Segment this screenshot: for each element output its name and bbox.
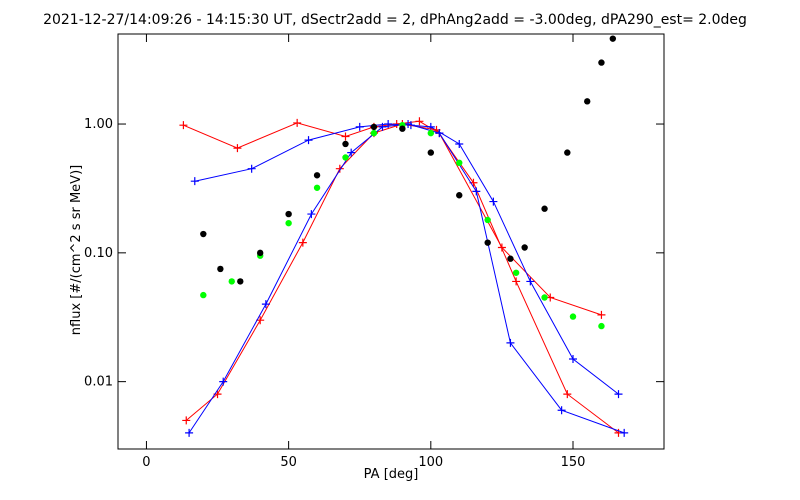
- x-tick-label: 50: [280, 455, 297, 470]
- data-point: [598, 59, 605, 66]
- data-point: [293, 118, 302, 127]
- x-tick-label: 100: [418, 455, 443, 470]
- data-point: [399, 125, 406, 132]
- data-point: [228, 278, 235, 285]
- series-line: [183, 120, 602, 316]
- data-point: [256, 249, 264, 257]
- data-point: [313, 184, 321, 191]
- x-tick-label: 0: [142, 455, 150, 470]
- data-point: [526, 277, 535, 286]
- data-point: [285, 219, 292, 227]
- data-point: [455, 139, 464, 148]
- data-point: [472, 187, 481, 196]
- data-point: [342, 154, 349, 161]
- data-point: [219, 377, 228, 386]
- chart-title: 2021-12-27/14:09:26 - 14:15:30 UT, dSect…: [43, 12, 747, 28]
- data-point: [341, 132, 350, 141]
- data-point: [484, 216, 491, 224]
- data-point: [489, 197, 498, 206]
- y-axis-label: nflux [#/(cm^2 s sr MeV)]: [69, 165, 84, 335]
- x-axis-label: PA [deg]: [364, 467, 419, 482]
- data-point: [247, 164, 256, 173]
- data-point: [233, 144, 242, 153]
- series-1: [190, 120, 623, 399]
- data-point: [512, 277, 521, 286]
- data-point: [521, 244, 528, 251]
- data-point: [347, 148, 356, 157]
- data-point: [614, 390, 623, 399]
- data-point: [597, 310, 606, 319]
- data-point: [342, 140, 349, 148]
- data-point: [598, 322, 605, 330]
- data-point: [506, 338, 515, 347]
- data-point: [609, 35, 617, 42]
- data-point: [427, 129, 435, 137]
- data-point: [541, 294, 548, 301]
- series-5: [200, 35, 617, 285]
- data-point: [370, 123, 378, 131]
- data-point: [426, 122, 435, 131]
- series-4: [200, 121, 605, 330]
- axis-ticks: 0 50 100 150 0.01 0.10 1.00: [84, 34, 664, 470]
- series-3: [185, 120, 629, 437]
- data-point: [285, 210, 292, 218]
- data-point: [217, 265, 224, 273]
- y-tick-label: 0.01: [84, 375, 113, 390]
- data-point: [190, 177, 199, 186]
- data-point: [200, 291, 207, 299]
- data-point: [298, 238, 307, 247]
- series-line: [188, 123, 625, 434]
- data-point: [564, 149, 571, 156]
- data-point: [335, 164, 344, 173]
- data-point: [200, 230, 207, 238]
- data-point: [415, 117, 424, 126]
- data-point: [237, 278, 244, 285]
- data-point: [404, 120, 413, 129]
- data-point: [456, 159, 463, 167]
- data-point: [541, 205, 548, 212]
- data-point: [427, 149, 435, 156]
- data-point: [179, 121, 188, 130]
- data-point: [307, 210, 316, 219]
- data-point: [261, 300, 270, 309]
- y-tick-label: 0.10: [84, 246, 113, 261]
- data-point: [484, 239, 491, 246]
- series-2: [182, 120, 623, 437]
- data-point: [378, 122, 387, 131]
- data-point: [620, 428, 629, 437]
- series-line: [194, 123, 619, 395]
- data-point: [584, 98, 591, 105]
- data-point: [435, 129, 444, 138]
- data-point: [313, 172, 321, 179]
- data-point: [512, 269, 520, 276]
- x-tick-label: 150: [561, 455, 586, 470]
- data-point: [557, 406, 566, 415]
- data-point: [456, 192, 463, 199]
- data-point: [185, 428, 194, 437]
- data-point: [370, 129, 378, 137]
- plot-area: [179, 35, 629, 437]
- series-line: [185, 123, 619, 434]
- data-point: [355, 122, 364, 131]
- plot-frame: [117, 33, 665, 450]
- series-0: [179, 117, 606, 319]
- y-tick-label: 1.00: [84, 117, 113, 132]
- data-point: [563, 390, 572, 399]
- data-point: [182, 416, 191, 425]
- data-point: [304, 136, 313, 145]
- data-point: [569, 354, 577, 363]
- data-point: [569, 313, 577, 320]
- data-point: [507, 255, 514, 262]
